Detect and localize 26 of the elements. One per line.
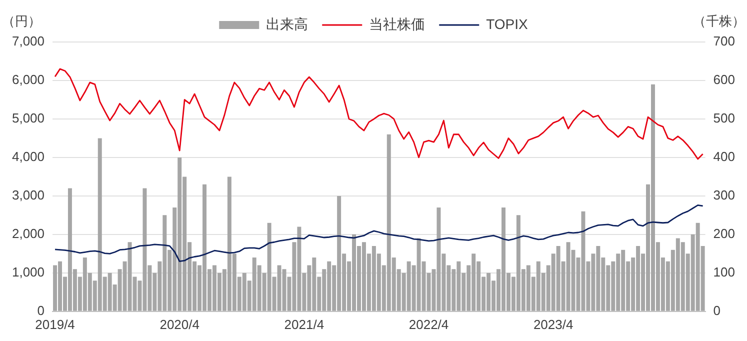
y2-tick-label: 0 [713,302,721,318]
x-tick-label: 2023/4 [533,316,574,332]
y2-tick-label: 100 [713,264,736,280]
x-tick-label: 2022/4 [408,316,449,332]
y2-tick-label: 300 [713,188,736,203]
y2-tick-label: 200 [713,226,736,242]
y2-tick-label: 500 [713,110,736,126]
y-tick-label: 6,000 [12,72,45,88]
y2-tick-label: 700 [713,34,736,49]
y-tick-label: 7,000 [12,34,45,49]
y-tick-label: 1,000 [12,264,45,280]
y-tick-label: 3,000 [12,188,45,203]
x-tick-label: 2020/4 [160,316,200,332]
x-tick-label: 2019/4 [35,316,75,332]
y2-axis-title: （千株） [693,14,745,29]
x-tick-label: 2021/4 [284,316,324,332]
y-tick-label: 2,000 [12,226,45,242]
y-tick-label: 4,000 [12,149,45,164]
y2-tick-label: 600 [713,72,736,88]
y-axis-title: （円） [2,14,41,29]
legend-label: 出来高 [266,16,308,32]
y-tick-label: 5,000 [12,110,45,126]
legend-label: TOPIX [486,16,529,32]
legend-label: 当社株価 [369,16,426,32]
y2-tick-label: 400 [713,149,736,164]
y-tick-label: 0 [37,302,45,318]
